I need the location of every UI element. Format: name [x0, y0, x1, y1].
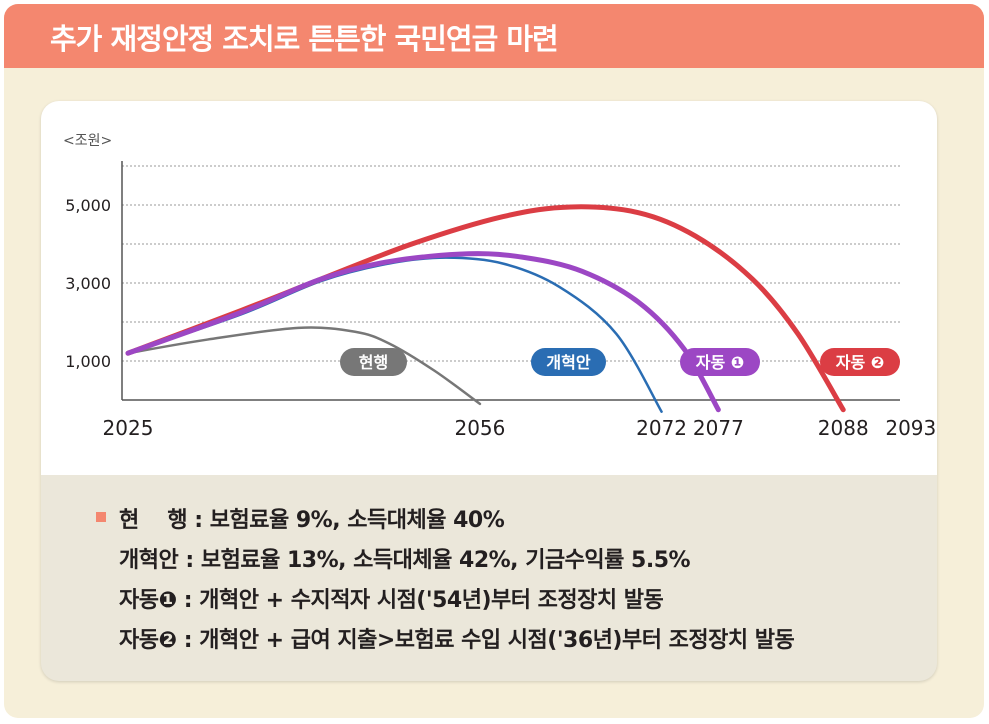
legend-row-current: 현 행 : 보험료율 9%, 소득대체율 40% [96, 502, 505, 534]
legend-key: 개혁안 [119, 548, 179, 573]
chart-card: <조원> 1,000 3,000 5,000 2025 2056 2072 2077 2088 2… [41, 101, 937, 681]
legend-text: : 보험료율 9%, 소득대체율 40% [194, 508, 505, 533]
legend-row-reform: 개혁안 : 보험료율 13%, 소득대체율 42%, 기금수익률 5.5% [119, 542, 691, 574]
series-line [126, 326, 482, 406]
line-chart: <조원> 1,000 3,000 5,000 2025 2056 2072 2077 2088 2… [63, 133, 937, 440]
series-line [126, 256, 663, 413]
unit-label: <조원> [63, 133, 112, 149]
series-label: 개혁안 [546, 353, 590, 372]
x-tick-label: 2056 [454, 416, 505, 440]
series-label-pill [820, 348, 900, 376]
x-tick-label: 2025 [103, 416, 154, 440]
legend-text: : 개혁안 + 수지적자 시점('54년)부터 조정장치 발동 [183, 588, 664, 613]
title-banner: 추가 재정안정 조치로 튼튼한 국민연금 마련 [4, 4, 984, 68]
legend-row-auto2: 자동❷ : 개혁안 + 급여 지출>보험료 수입 시점('36년)부터 조정장치… [119, 622, 795, 654]
x-tick-label: 2072 [636, 416, 687, 440]
series-label: 현행 [359, 353, 388, 372]
legend-row-auto1: 자동❶ : 개혁안 + 수지적자 시점('54년)부터 조정장치 발동 [119, 582, 664, 614]
series-label: 자동 ❷ [836, 353, 885, 372]
x-tick-label: 2077 [693, 416, 744, 440]
series-line [125, 251, 721, 413]
y-tick-label: 3,000 [65, 274, 111, 293]
x-tick-label: 2093년 [885, 416, 937, 440]
y-tick-label: 1,000 [65, 352, 111, 371]
series-label-pill [340, 348, 407, 376]
legend-key: 현 행 [119, 508, 188, 533]
page-title: 추가 재정안정 조치로 튼튼한 국민연금 마련 [50, 22, 559, 56]
chart-area: <조원> 1,000 3,000 5,000 2025 2056 2072 2077 2088 2… [41, 101, 937, 475]
legend-text: : 개혁안 + 급여 지출>보험료 수입 시점('36년)부터 조정장치 발동 [183, 628, 795, 653]
legend-text: : 보험료율 13%, 소득대체율 42%, 기금수익률 5.5% [185, 548, 691, 573]
series-label-pill [531, 348, 606, 376]
y-tick-label: 5,000 [65, 196, 111, 215]
legend-key: 자동❷ [119, 628, 177, 653]
series-line [125, 204, 846, 413]
series-label: 자동 ❶ [696, 353, 745, 372]
x-tick-label: 2088 [818, 416, 869, 440]
legend-key: 자동❶ [119, 588, 177, 613]
bullet-icon [96, 512, 106, 522]
series-label-pill [680, 348, 760, 376]
